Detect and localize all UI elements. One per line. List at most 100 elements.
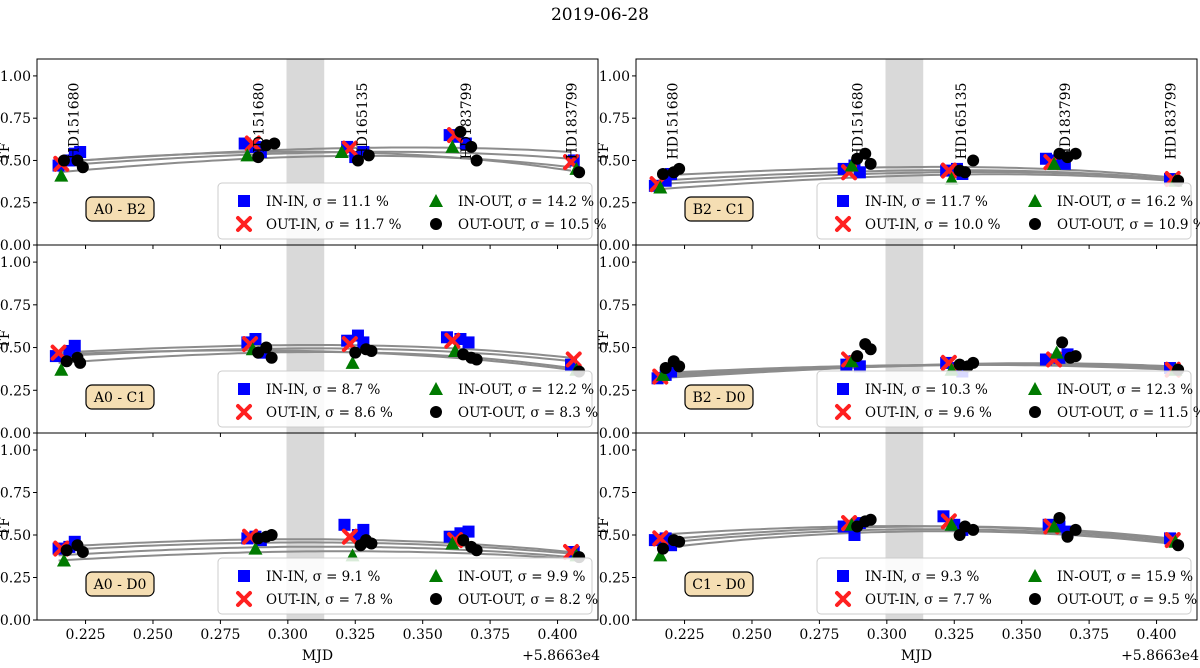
y-tick-label: 0.00 <box>599 238 630 254</box>
legend-entry-out-in: OUT-IN, σ = 8.6 % <box>266 405 393 421</box>
y-tick-label: 0.50 <box>599 153 630 169</box>
data-point-in-out <box>54 168 69 182</box>
x-tick-label: 0.325 <box>335 627 375 643</box>
axes-frame <box>36 432 599 621</box>
data-point-out-out <box>851 350 864 363</box>
data-point-out-out <box>365 344 378 357</box>
baseline-label: A0 - B2 <box>93 202 146 218</box>
legend-entry-out-out: OUT-OUT, σ = 11.5 % <box>1057 405 1200 421</box>
data-point-in-out <box>248 541 263 555</box>
data-point-out-in <box>444 332 461 349</box>
y-tick-label: 0.75 <box>0 111 31 127</box>
x-tick-label: 0.400 <box>537 627 577 643</box>
legend-box <box>217 557 593 615</box>
y-tick-label: 1.00 <box>0 443 31 459</box>
legend-marker-in-out <box>1028 194 1042 207</box>
data-point-in-out <box>655 367 670 381</box>
y-tick-label: 0.00 <box>0 613 31 629</box>
legend-marker-in-out <box>429 194 443 207</box>
legend-marker-in-in <box>238 195 250 207</box>
fit-curve-2 <box>657 525 1171 542</box>
data-point-in-out <box>944 517 959 531</box>
data-point-out-out <box>268 137 281 150</box>
legend-marker-in-in <box>238 383 250 395</box>
legend-entry-in-in: IN-IN, σ = 10.3 % <box>865 382 988 398</box>
data-point-out-in <box>50 344 67 361</box>
y-tick-label: 1.00 <box>0 69 31 85</box>
fit-curve-1 <box>58 538 572 553</box>
legend-marker-in-out <box>429 382 443 395</box>
legend-entry-out-out: OUT-OUT, σ = 10.9 % <box>1057 217 1200 233</box>
panel-6: 0.00 0.25 0.50 0.75 1.00 TF 0.225 0.250 0.275 0.3… <box>596 432 1199 664</box>
panel-2: 0.00 0.25 0.50 0.75 1.00 TF A0 - C1 IN-IN, σ = … <box>0 244 599 442</box>
data-point-in-out <box>1047 156 1062 170</box>
data-point-out-out <box>656 167 669 180</box>
y-tick-label: 0.00 <box>0 238 31 254</box>
legend-entry-in-out: IN-OUT, σ = 12.3 % <box>1057 382 1193 398</box>
star-annotation: HD183799 <box>1164 83 1180 160</box>
data-point-out-out <box>673 360 686 373</box>
data-point-out-out <box>74 356 87 369</box>
fit-curve-4 <box>58 550 572 562</box>
y-axis-label: TF <box>596 142 612 161</box>
y-axis-label: TF <box>596 517 612 536</box>
legend-entry-in-out: IN-OUT, σ = 14.2 % <box>458 194 594 210</box>
baseline-label-box <box>85 384 155 410</box>
data-point-out-out <box>252 151 265 164</box>
y-tick-label: 0.50 <box>0 528 31 544</box>
fit-curve-1 <box>58 344 572 359</box>
data-point-out-out <box>76 161 89 174</box>
data-point-out-out <box>260 341 273 354</box>
data-point-out-out <box>656 542 669 555</box>
data-point-in-out <box>653 180 668 194</box>
data-point-out-out <box>1069 523 1082 536</box>
legend-entry-in-out: IN-OUT, σ = 15.9 % <box>1057 569 1193 585</box>
y-tick-label: 0.75 <box>0 298 31 314</box>
legend-marker-out-out <box>1029 593 1041 605</box>
panels-group: 0.00 0.25 0.50 0.75 1.00 TF HD151680 HD151680 HD… <box>0 58 1200 664</box>
fit-curve-4 <box>58 349 572 371</box>
y-tick-label: 0.25 <box>0 571 31 587</box>
y-tick-label: 0.50 <box>599 341 630 357</box>
data-point-out-in <box>341 528 358 545</box>
data-point-in-out <box>334 145 349 158</box>
x-axis-label: MJD <box>901 648 932 664</box>
y-tick-label: 0.00 <box>599 426 630 442</box>
legend-entry-in-in: IN-IN, σ = 8.7 % <box>266 382 380 398</box>
x-tick-label: 0.350 <box>1002 627 1042 643</box>
legend-entry-out-in: OUT-IN, σ = 9.6 % <box>865 405 992 421</box>
data-point-out-out <box>673 162 686 175</box>
data-point-in-out <box>844 158 859 172</box>
axes-frame <box>635 432 1198 621</box>
x-axis-label: MJD <box>302 648 333 664</box>
fit-curve-4 <box>58 150 572 172</box>
x-offset-label: +5.8663e4 <box>1121 648 1199 664</box>
legend-box <box>217 182 593 240</box>
data-point-out-out <box>573 166 586 179</box>
data-point-out-out <box>1056 336 1069 349</box>
data-point-out-out <box>864 513 877 526</box>
x-tick-label: 0.250 <box>732 627 772 643</box>
legend-entry-out-in: OUT-IN, σ = 7.8 % <box>266 592 393 608</box>
data-point-in-out <box>653 548 668 562</box>
data-point-out-out <box>1172 539 1185 552</box>
y-tick-label: 0.50 <box>0 153 31 169</box>
legend-marker-in-in <box>837 383 849 395</box>
data-point-out-out <box>859 147 872 160</box>
data-point-in-out <box>56 553 71 567</box>
legend-entry-out-in: OUT-IN, σ = 11.7 % <box>266 217 402 233</box>
x-offset-label: +5.8663e4 <box>522 648 600 664</box>
baseline-label: A0 - D0 <box>93 577 147 593</box>
data-point-out-out <box>454 125 467 138</box>
legend-marker-in-in <box>238 570 250 582</box>
fit-curve-3 <box>657 171 1171 186</box>
data-point-out-out <box>967 154 980 167</box>
data-point-out-out <box>365 537 378 550</box>
y-tick-label: 0.25 <box>599 383 630 399</box>
x-tick-label: 0.275 <box>799 627 839 643</box>
data-point-out-out <box>57 154 70 167</box>
legend-marker-out-out <box>1029 406 1041 418</box>
legend-entry-in-out: IN-OUT, σ = 12.2 % <box>458 382 594 398</box>
data-point-out-out <box>1053 512 1066 524</box>
